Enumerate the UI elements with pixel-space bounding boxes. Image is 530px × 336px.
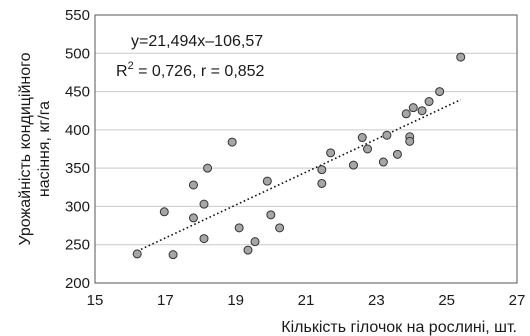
data-point: [408, 103, 418, 113]
x-tick-label: 25: [438, 292, 455, 309]
data-point: [348, 160, 358, 170]
data-point: [417, 106, 427, 116]
data-point: [317, 178, 327, 188]
data-point: [405, 136, 415, 146]
data-point: [326, 148, 336, 158]
data-points: [132, 52, 466, 260]
x-axis-label: Кількість гілочок на рослині, шт.: [281, 319, 517, 336]
y-tick-label: 450: [65, 84, 90, 101]
trendline: [136, 98, 462, 252]
y-tick-label: 200: [65, 275, 90, 292]
data-point: [250, 237, 260, 247]
data-point: [424, 97, 434, 107]
data-point: [275, 223, 285, 233]
data-point: [357, 133, 367, 143]
x-tick-label: 17: [157, 292, 174, 309]
gridlines: [95, 14, 517, 284]
svg-text:насіння, кг/га: насіння, кг/га: [36, 101, 53, 197]
data-point: [199, 199, 209, 209]
data-point: [168, 250, 178, 260]
data-point: [363, 144, 373, 154]
data-point: [401, 109, 411, 119]
data-point: [243, 245, 253, 255]
y-tick-label: 350: [65, 160, 90, 177]
data-point: [382, 130, 392, 140]
data-point: [188, 180, 198, 190]
plot-frame: [94, 14, 518, 284]
r-squared-annotation: R2 = 0,726, r = 0,852: [116, 60, 265, 80]
y-tick-label: 250: [65, 237, 90, 254]
x-tick-labels: 15 17 19 21 23 25 27: [87, 292, 526, 309]
data-point: [435, 87, 445, 97]
y-tick-labels: 200 250 300 350 400 450 500 550: [65, 7, 90, 292]
data-point: [317, 165, 327, 175]
data-point: [199, 234, 209, 244]
y-tick-label: 500: [65, 45, 90, 62]
regression-equation: y=21,494x–106,57: [131, 33, 263, 50]
y-tick-label: 550: [65, 7, 90, 24]
y-tick-label: 400: [65, 122, 90, 139]
data-point: [227, 137, 237, 147]
x-tick-label: 23: [368, 292, 385, 309]
data-point: [188, 213, 198, 223]
x-tick-label: 27: [509, 292, 526, 309]
data-point: [378, 157, 388, 167]
data-point: [392, 149, 402, 159]
data-point: [132, 249, 142, 259]
x-tick-label: 19: [227, 292, 244, 309]
data-point: [203, 163, 213, 173]
x-tick-label: 21: [298, 292, 315, 309]
x-tick-label: 15: [87, 292, 104, 309]
data-point: [234, 223, 244, 233]
data-point: [262, 176, 272, 186]
y-tick-label: 300: [65, 198, 90, 215]
svg-text:Урожайність кондиційного: Урожайність кондиційного: [17, 52, 34, 245]
data-point: [266, 210, 276, 220]
data-point: [456, 52, 466, 62]
data-point: [159, 207, 169, 217]
y-axis-label: Урожайність кондиційного насіння, кг/га: [17, 52, 53, 245]
